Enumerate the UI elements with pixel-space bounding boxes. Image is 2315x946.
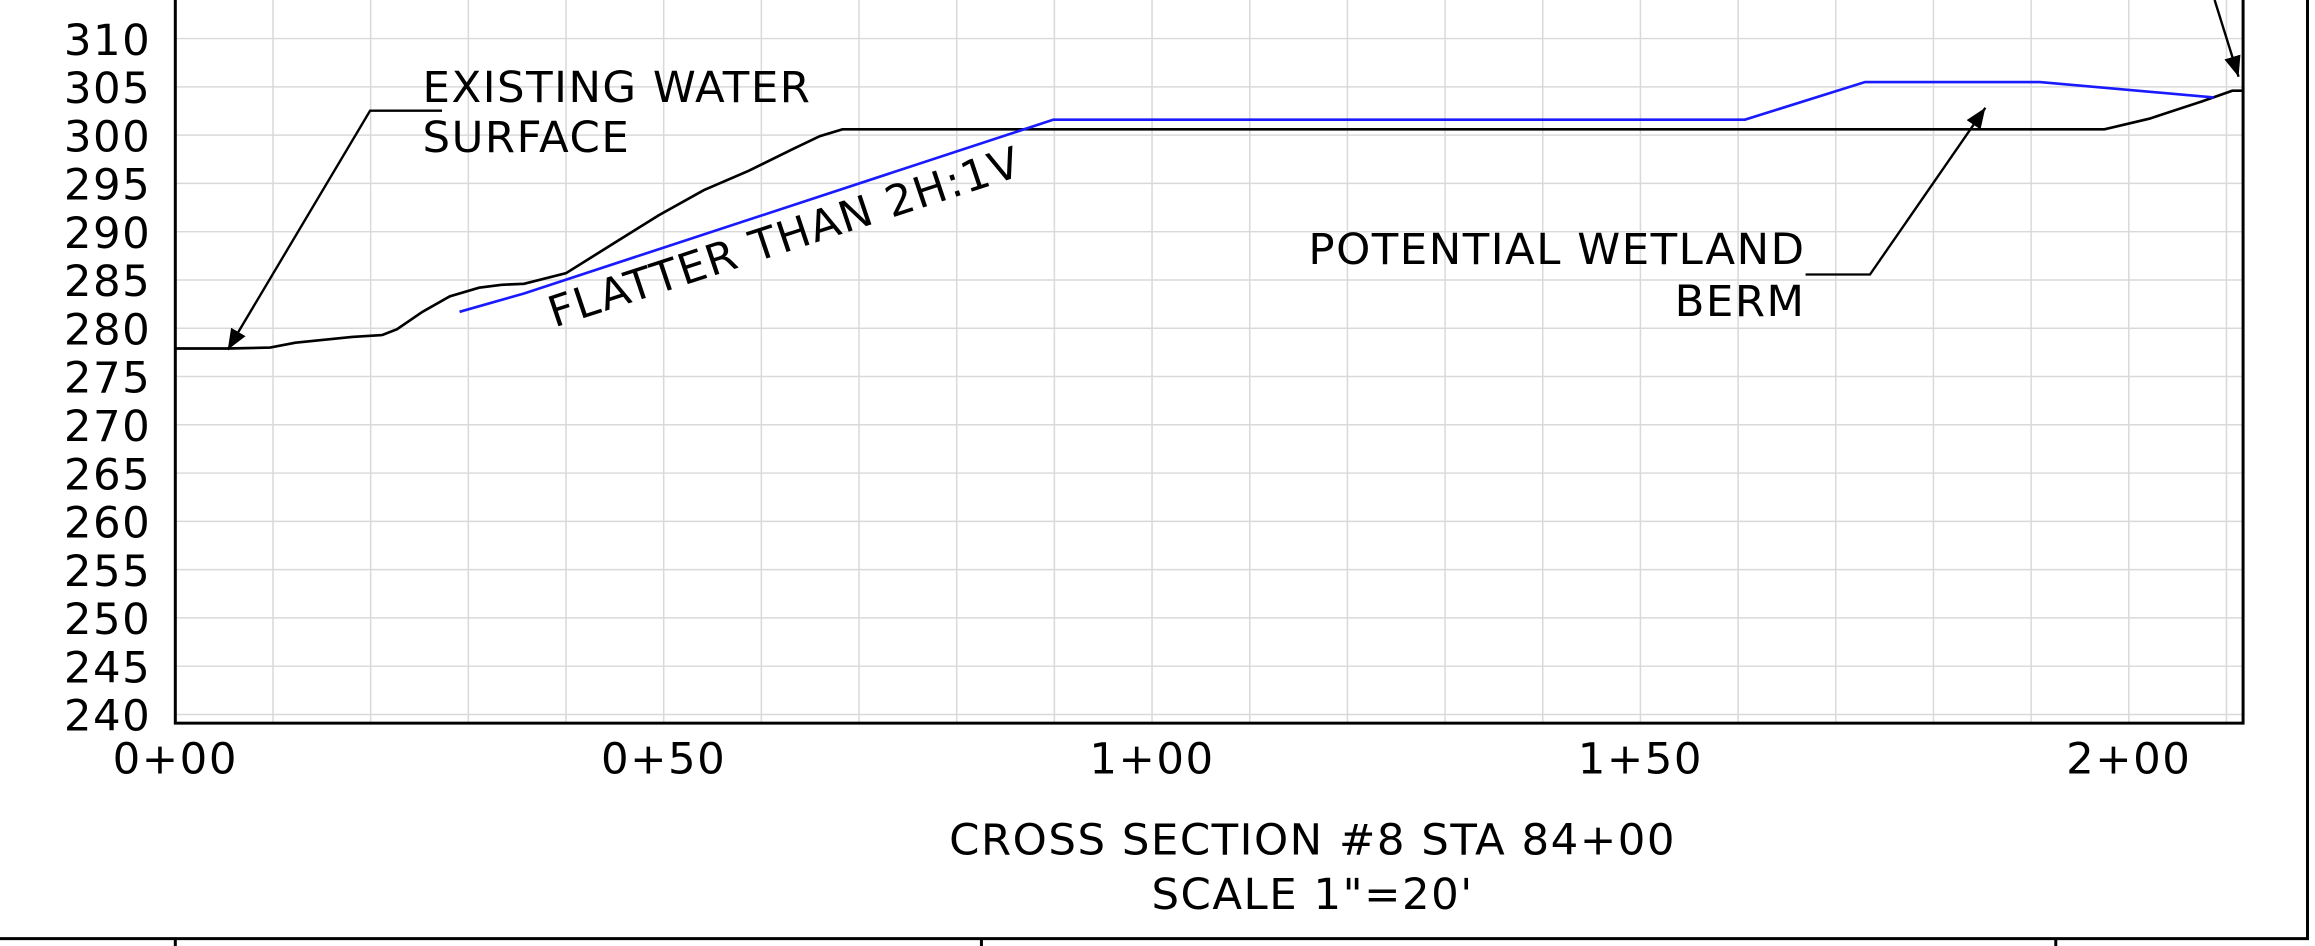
y-tick-label: 250 [64, 595, 151, 645]
chart-subtitle: SCALE 1"=20' [1151, 870, 1473, 920]
y-tick-label: 305 [64, 64, 151, 114]
x-tick-label: 2+00 [2066, 735, 2191, 785]
annotation: POTENTIAL WETLAND [1308, 225, 1805, 275]
y-tick-label: 295 [64, 161, 151, 211]
y-tick-label: 300 [64, 113, 151, 163]
x-tick-label: 0+00 [113, 735, 238, 785]
y-tick-label: 270 [64, 402, 151, 452]
plot-frame [173, 0, 2245, 725]
y-tick-label: 260 [64, 499, 151, 549]
y-tick-label: 310 [64, 16, 151, 66]
y-tick-label: 290 [64, 209, 151, 259]
annotation: BERM [1675, 277, 1806, 327]
series-line [175, 89, 2244, 350]
x-tick-label: 0+50 [601, 735, 726, 785]
data [175, 80, 2244, 350]
annotation: FLATTER THAN 2H:1V [542, 138, 1028, 338]
grid [174, 0, 2244, 724]
y-tick-label: 255 [64, 547, 151, 597]
leader [2213, 0, 2241, 78]
series-line [459, 80, 2214, 314]
annotation: EXISTING WATER [423, 63, 812, 113]
y-tick-label: 245 [64, 644, 151, 694]
y-tick-label: 265 [64, 451, 151, 501]
leader [226, 109, 443, 351]
y-tick-label: 285 [64, 257, 151, 307]
y-tick-label: 280 [64, 306, 151, 356]
chart-title: CROSS SECTION #8 STA 84+00 [949, 816, 1676, 866]
y-tick-label: 240 [64, 692, 151, 742]
leader [1805, 107, 1987, 276]
y-tick-label: 275 [64, 354, 151, 404]
x-tick-label: 1+00 [1089, 735, 1214, 785]
x-tick-label: 1+50 [1578, 735, 1703, 785]
annotation: SURFACE [423, 113, 631, 163]
